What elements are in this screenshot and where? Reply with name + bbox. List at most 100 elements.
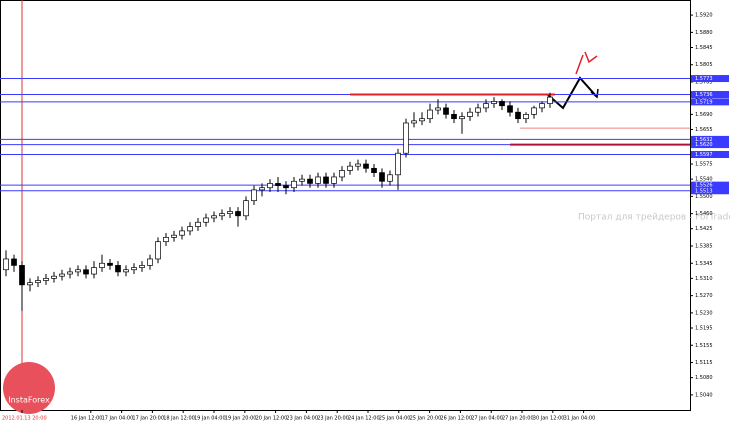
candle-body (539, 103, 545, 109)
candle-body (483, 103, 489, 109)
candle-body (507, 105, 513, 113)
candle-body (339, 170, 345, 178)
candle-body (203, 217, 209, 223)
candle-body (123, 269, 129, 273)
candle-body (275, 183, 281, 186)
y-tick-label: 1.5080 (695, 375, 713, 381)
candle-body (427, 109, 433, 120)
candle-body (491, 101, 497, 104)
x-tick-label: 26 Jan 12:00 (440, 416, 472, 422)
candle-body (163, 237, 169, 243)
candle-body (147, 258, 153, 266)
level-label: 1.5773 (695, 76, 713, 82)
level-tag (691, 91, 729, 99)
candle-body (307, 178, 313, 184)
y-tick-label: 1.5690 (695, 112, 713, 118)
y-tick-label: 1.5270 (695, 293, 713, 299)
candle-body (419, 118, 425, 122)
level-label: 1.5719 (695, 99, 713, 105)
candle-body (347, 165, 353, 171)
x-tick-label: 2012.01.13 20:00 (2, 416, 47, 422)
candle-body (531, 107, 537, 115)
x-tick-label: 25 Jan 20:00 (410, 416, 442, 422)
candle-body (211, 215, 217, 219)
x-tick-label: 25 Jan 04:00 (379, 416, 411, 422)
candle-body (547, 96, 553, 104)
level-label: 1.5526 (695, 183, 713, 189)
candle-body (363, 163, 369, 169)
level-label: 1.5632 (695, 137, 713, 143)
candle-body (155, 241, 161, 260)
level-tag (691, 75, 729, 83)
candle-body (267, 183, 273, 189)
candle-body (27, 282, 33, 286)
candle-body (467, 111, 473, 117)
candle-body (91, 267, 97, 275)
logo: InstaForex (3, 362, 55, 414)
y-tick-label: 1.5195 (695, 326, 713, 332)
x-tick-label: 17 Jan 20:00 (132, 416, 164, 422)
candle-body (243, 200, 249, 217)
level-tag (691, 135, 729, 143)
candle-body (443, 107, 449, 115)
candle-body (315, 176, 321, 184)
candle-body (51, 275, 57, 279)
candle-body (259, 187, 265, 191)
plot-frame (0, 0, 691, 411)
forecast-mark (584, 51, 598, 64)
y-tick-label: 1.5460 (695, 211, 713, 217)
y-tick-label: 1.5385 (695, 244, 713, 250)
y-tick-label: 1.5155 (695, 343, 713, 349)
candle-body (219, 213, 225, 217)
y-tick-label: 1.5310 (695, 276, 713, 282)
candle-body (523, 114, 529, 120)
candle-body (387, 174, 393, 182)
candle-body (187, 226, 193, 232)
candle-body (99, 262, 105, 268)
y-tick-label: 1.5575 (695, 162, 713, 168)
y-tick-label: 1.5500 (695, 194, 713, 200)
candle-body (75, 269, 81, 273)
x-tick-label: 19 Jan 04:00 (194, 416, 226, 422)
candle-body (379, 172, 385, 182)
candle-body (291, 180, 297, 189)
candle-body (11, 258, 17, 266)
level-tag (691, 141, 729, 149)
y-tick-label: 1.5765 (695, 80, 713, 86)
candle-body (179, 230, 185, 236)
x-tick-label: 31 Jan 04:00 (564, 416, 596, 422)
candle-body (451, 114, 457, 120)
x-tick-label: 17 Jan 04:00 (102, 416, 134, 422)
level-tag (691, 187, 729, 195)
candle-body (323, 176, 329, 184)
y-tick-label: 1.5540 (695, 177, 713, 183)
x-tick-label: 27 Jan 04:00 (471, 416, 503, 422)
forecast-arrowhead (590, 88, 599, 99)
level-tag (691, 151, 729, 159)
candle-body (235, 211, 241, 217)
y-tick-label: 1.5920 (695, 13, 713, 19)
x-tick-label: 19 Jan 20:00 (225, 416, 257, 422)
candle-body (283, 185, 289, 189)
y-tick-label: 1.5040 (695, 392, 713, 398)
candle-body (371, 167, 377, 173)
x-tick-label: 23 Jan 20:00 (317, 416, 349, 422)
candle-body (3, 258, 9, 271)
x-tick-label: 23 Jan 04:00 (286, 416, 318, 422)
x-tick-label: 20 Jan 12:00 (256, 416, 288, 422)
x-tick-label: 24 Jan 12:00 (348, 416, 380, 422)
logo-text: InstaForex (8, 396, 50, 405)
candle-body (131, 267, 137, 271)
x-tick-label: 27 Jan 20:00 (502, 416, 534, 422)
y-tick-label: 1.5655 (695, 127, 713, 133)
candle-body (459, 116, 465, 120)
candle-body (67, 271, 73, 275)
candle-body (59, 273, 65, 277)
level-label: 1.5736 (695, 92, 713, 98)
candle-body (299, 178, 305, 182)
candle-body (435, 107, 441, 111)
watermark: Портал для трейдеров - ForTrader.ru (578, 213, 730, 223)
candle-body (499, 101, 505, 107)
